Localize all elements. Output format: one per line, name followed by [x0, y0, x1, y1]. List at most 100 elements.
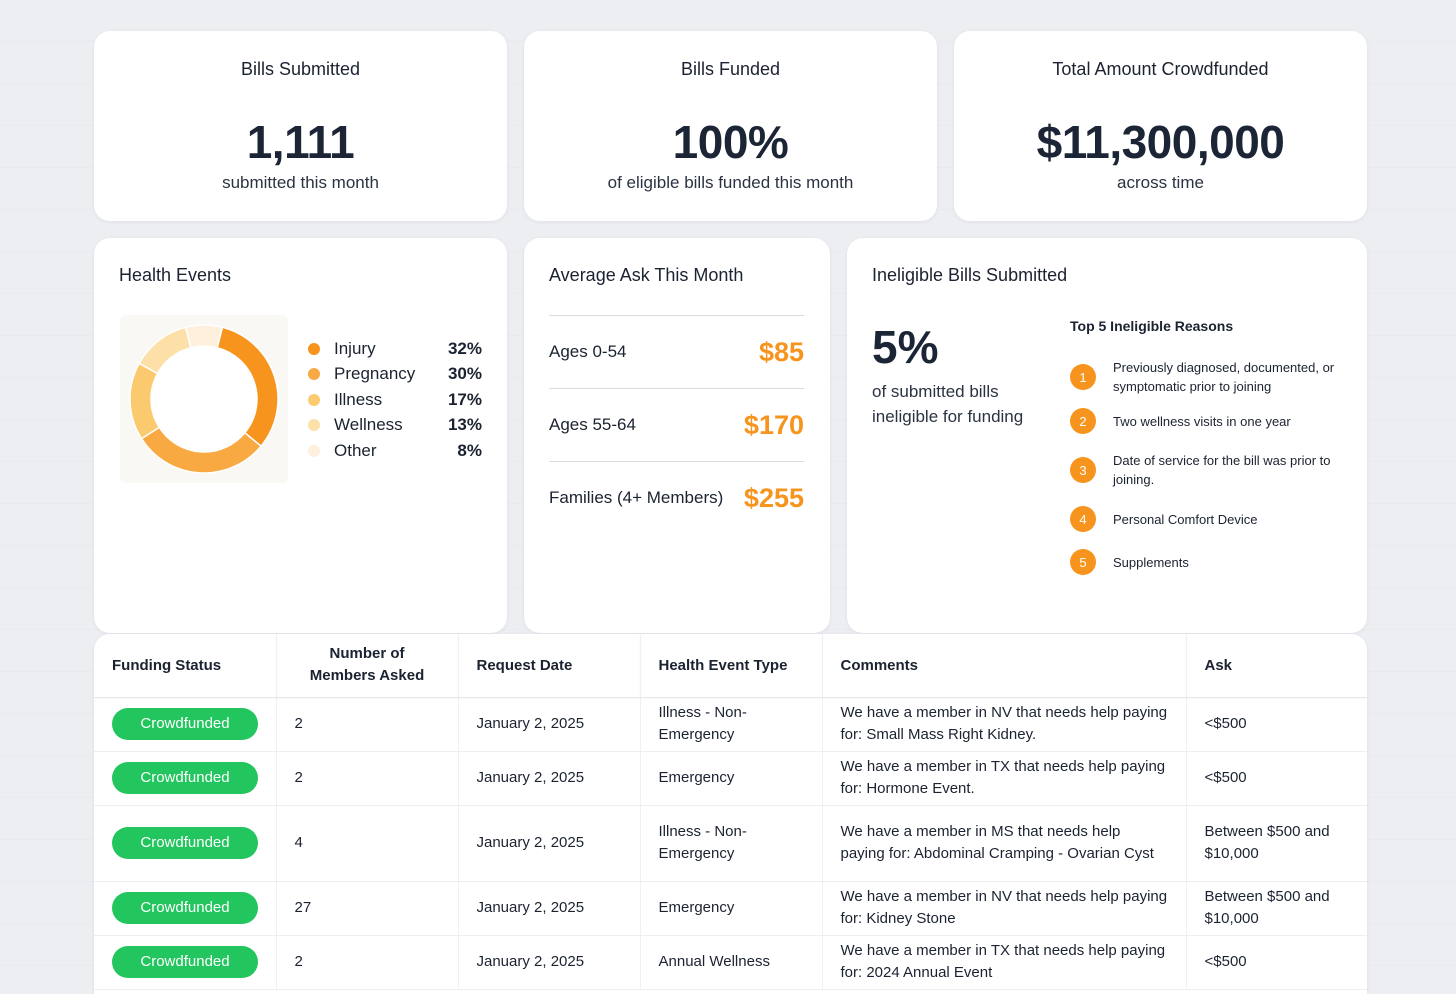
reason-number-badge: 3	[1070, 457, 1096, 483]
reason-item: 4 Personal Comfort Device	[1070, 506, 1340, 532]
reason-text: Previously diagnosed, documented, or sym…	[1113, 360, 1335, 394]
date-cell: January 2, 2025	[458, 881, 641, 936]
ask-cell: Between $500 and $10,000	[1186, 805, 1367, 882]
donut-svg	[129, 324, 279, 474]
legend-item: Wellness 13%	[308, 413, 482, 439]
table-row[interactable]: Crowdfunded 4 January 2, 2025 Illness - …	[94, 805, 1367, 882]
status-badge: Crowdfunded	[112, 827, 258, 859]
ineligible-bills-card: Ineligible Bills Submitted 5% of submitt…	[847, 238, 1367, 633]
table-row[interactable]: Crowdfunded 27 January 2, 2025 Emergency…	[94, 881, 1367, 936]
health-events-card: Health Events Injury 32% Pregnancy 30% Illne…	[94, 238, 507, 633]
date-cell: January 2, 2025	[458, 805, 641, 882]
legend-dot-icon	[308, 419, 320, 432]
table-row[interactable]: Crowdfunded 2 January 2, 2025 Annual Wel…	[94, 935, 1367, 990]
column-header-members-asked[interactable]: Number of Members Asked	[276, 634, 459, 698]
legend-item: Illness 17%	[308, 387, 482, 413]
legend-dot-icon	[308, 342, 320, 355]
event-type-cell: Illness - Non-Emergency	[640, 805, 823, 882]
legend-label: Other	[334, 440, 377, 460]
status-cell: Crowdfunded	[94, 751, 277, 806]
legend-percent: 8%	[457, 440, 482, 460]
table-header-row: Funding Status Number of Members Asked R…	[94, 634, 1367, 698]
legend-percent: 17%	[447, 389, 482, 409]
ask-value: $255	[743, 482, 804, 513]
kpi-bills-submitted: Bills Submitted 1,111 submitted this mon…	[94, 31, 507, 221]
ask-row: Families (4+ Members) $255	[549, 461, 804, 534]
kpi-subtitle: of eligible bills funded this month	[607, 173, 854, 192]
status-cell: Crowdfunded	[94, 935, 277, 990]
ask-label: Ages 55-64	[549, 415, 636, 434]
status-badge: Crowdfunded	[112, 892, 258, 924]
kpi-title: Bills Funded	[680, 59, 781, 79]
legend-dot-icon	[308, 393, 320, 406]
members-cell: 2	[276, 697, 459, 752]
reason-item: 3 Date of service for the bill was prior…	[1070, 451, 1340, 489]
legend-label: Pregnancy	[334, 364, 416, 384]
reason-number-badge: 5	[1070, 549, 1096, 575]
donut-legend: Injury 32% Pregnancy 30% Illness 17% Wellness 1…	[308, 336, 482, 464]
date-cell: January 2, 2025	[458, 751, 641, 806]
status-badge: Crowdfunded	[112, 708, 258, 740]
comment-cell: We have a member in TX that needs help p…	[822, 935, 1187, 990]
legend-label: Wellness	[334, 415, 403, 435]
table-row[interactable]: Crowdfunded 2 January 2, 2025 Emergency …	[94, 751, 1367, 806]
average-ask-card: Average Ask This Month Ages 0-54 $85 Age…	[524, 238, 830, 633]
ask-value: $170	[743, 409, 804, 440]
reason-text: Personal Comfort Device	[1113, 511, 1258, 527]
kpi-title: Bills Submitted	[240, 59, 361, 79]
column-header-ask[interactable]: Ask	[1186, 634, 1367, 698]
ask-row: Ages 0-54 $85	[549, 315, 804, 388]
legend-percent: 13%	[447, 415, 482, 435]
ineligible-subtitle: of submitted bills ineligible for fundin…	[872, 382, 1024, 426]
ask-cell: Between $500 and $10,000	[1186, 881, 1367, 936]
status-cell: Crowdfunded	[94, 697, 277, 752]
reason-item: 1 Previously diagnosed, documented, or s…	[1070, 358, 1340, 396]
event-type-cell: Emergency	[640, 881, 823, 936]
ask-label: Ages 0-54	[549, 342, 627, 361]
kpi-value: 1,111	[246, 116, 355, 168]
comment-cell: We have a member in NV that needs help p…	[822, 697, 1187, 752]
requests-table-card: Funding Status Number of Members Asked R…	[94, 634, 1367, 994]
kpi-bills-funded: Bills Funded 100% of eligible bills fund…	[524, 31, 937, 221]
ask-value: $85	[758, 336, 804, 367]
status-badge: Crowdfunded	[112, 762, 258, 794]
ask-row: Ages 55-64 $170	[549, 388, 804, 461]
reasons-title: Top 5 Ineligible Reasons	[1070, 318, 1234, 334]
ask-cell: <$500	[1186, 697, 1367, 752]
ineligible-percent: 5%	[872, 321, 939, 373]
reason-number-badge: 2	[1070, 408, 1096, 434]
table-row[interactable]: Crowdfunded 2 January 2, 2025 Illness - …	[94, 697, 1367, 752]
kpi-subtitle: across time	[1117, 173, 1204, 192]
reason-number-badge: 1	[1070, 364, 1096, 390]
card-title: Average Ask This Month	[549, 265, 744, 285]
status-badge: Crowdfunded	[112, 946, 258, 978]
legend-item: Other 8%	[308, 438, 482, 464]
legend-dot-icon	[308, 368, 320, 381]
column-header-health-event-type[interactable]: Health Event Type	[640, 634, 823, 698]
column-header-funding-status[interactable]: Funding Status	[94, 634, 277, 698]
event-type-cell: Illness - Non-Emergency	[640, 697, 823, 752]
reason-text: Date of service for the bill was prior t…	[1113, 453, 1331, 487]
requests-table: Funding Status Number of Members Asked R…	[94, 634, 1367, 990]
members-cell: 27	[276, 881, 459, 936]
card-title: Ineligible Bills Submitted	[872, 265, 1068, 285]
card-title: Health Events	[119, 265, 232, 285]
legend-dot-icon	[308, 444, 320, 457]
kpi-value: $11,300,000	[1036, 116, 1285, 168]
legend-percent: 32%	[447, 338, 482, 358]
comment-cell: We have a member in NV that needs help p…	[822, 881, 1187, 936]
ask-cell: <$500	[1186, 751, 1367, 806]
column-header-comments[interactable]: Comments	[822, 634, 1187, 698]
date-cell: January 2, 2025	[458, 697, 641, 752]
status-cell: Crowdfunded	[94, 805, 277, 882]
members-cell: 2	[276, 935, 459, 990]
kpi-subtitle: submitted this month	[222, 173, 379, 192]
reason-item: 5 Supplements	[1070, 549, 1340, 575]
reason-text: Two wellness visits in one year	[1113, 413, 1291, 429]
column-header-request-date[interactable]: Request Date	[458, 634, 641, 698]
members-cell: 4	[276, 805, 459, 882]
donut-chart	[120, 315, 288, 483]
event-type-cell: Emergency	[640, 751, 823, 806]
reason-text: Supplements	[1113, 554, 1189, 570]
legend-item: Injury 32%	[308, 336, 482, 362]
